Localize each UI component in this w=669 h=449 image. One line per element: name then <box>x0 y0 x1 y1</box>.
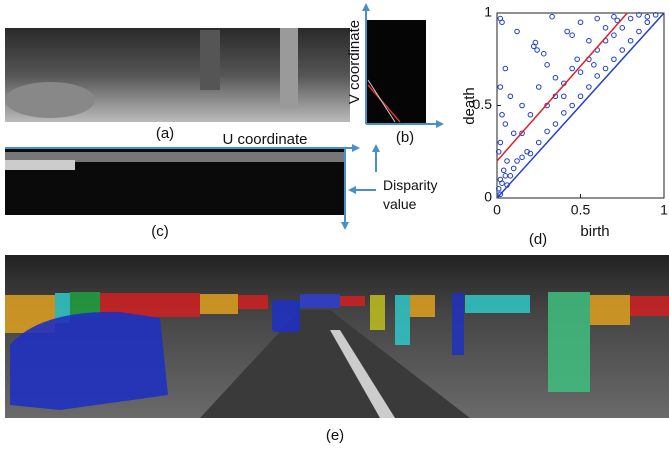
segment <box>548 292 590 392</box>
y-tick-label: 0 <box>484 189 492 205</box>
arrow-head <box>372 144 380 152</box>
axis-label: U coordinate <box>222 131 307 148</box>
image-detail <box>280 28 298 108</box>
panel-label: (c) <box>151 223 169 240</box>
image-detail <box>200 30 220 90</box>
panel-label: (b) <box>396 129 414 146</box>
segment <box>590 295 630 325</box>
image-detail <box>5 82 95 118</box>
segment <box>238 295 268 309</box>
arrow-head <box>436 120 444 128</box>
x-tick-label: 1 <box>660 202 668 218</box>
arrow-head <box>352 144 360 152</box>
y-tick-label: 1 <box>484 4 492 20</box>
arrow-head <box>341 222 349 230</box>
segment <box>410 295 435 317</box>
v-disparity-image <box>366 20 426 124</box>
segment <box>300 294 340 308</box>
segment <box>395 295 410 345</box>
x-axis-label: birth <box>580 223 609 240</box>
segment <box>272 300 300 332</box>
arrow-head <box>362 3 370 11</box>
panel-label: (e) <box>326 427 344 444</box>
page: {"panels": {"a": "(a)", "b": "(b)", "c":… <box>0 0 669 449</box>
segment <box>452 293 464 355</box>
panel-label: (d) <box>529 231 547 248</box>
x-tick-label: 0 <box>493 202 501 218</box>
arrow-head <box>348 186 356 194</box>
segment <box>630 296 669 316</box>
panel-label: (a) <box>156 125 174 142</box>
segment <box>465 295 530 313</box>
figure: (a) V coordinate (b) U coordinate (c) de… <box>0 0 669 449</box>
x-tick-label: 0.5 <box>571 202 591 218</box>
segment <box>200 294 238 314</box>
segment <box>340 296 365 306</box>
image-detail <box>5 160 75 170</box>
segment <box>370 295 385 330</box>
y-tick-label: 0.5 <box>473 96 493 112</box>
annotation: Disparity value <box>383 176 453 214</box>
axis-label: V coordinate <box>346 20 363 104</box>
